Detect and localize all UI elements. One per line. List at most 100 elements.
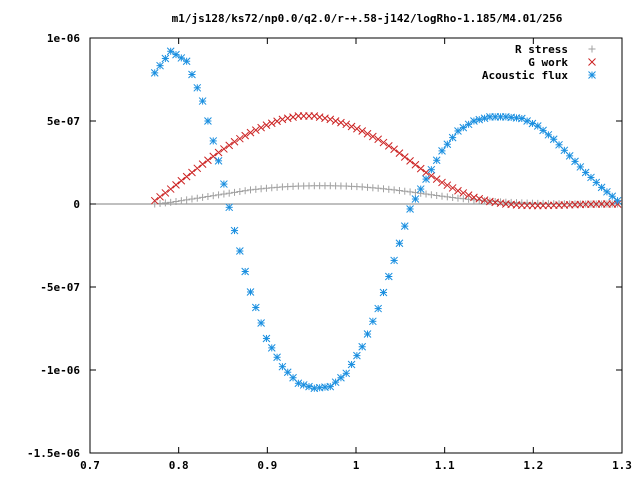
series-0-point [459,195,467,203]
series-2-point [400,222,409,230]
series-1-point [198,160,207,169]
series-1-point [246,128,255,137]
series-1-point [172,181,180,189]
series-2-point [299,381,308,389]
series-1-point [400,153,409,161]
series-0-point [449,194,457,202]
series-2-point [438,147,446,155]
series-1-point [257,123,265,132]
legend-marker [588,71,596,79]
series-2-point [358,342,367,351]
series-1-point [225,141,234,150]
series-2-point [177,54,186,62]
series-1-point [395,149,404,157]
series-0-point [433,191,441,199]
series-0-point [454,194,462,202]
series-2-point [150,69,159,77]
series-0-point [385,185,393,193]
series-1-point [459,189,468,197]
series-1-point [416,164,425,173]
series-2-point [608,192,617,201]
series-1-point [156,192,164,201]
series-1-point [438,178,446,187]
series-1-point [406,156,414,165]
series-1-point [214,148,223,157]
y-tick-label: -1.5e-06 [27,447,80,460]
series-2-point [337,373,345,382]
series-2-point [539,126,547,135]
series-1-point [379,138,388,147]
series-2-point [411,195,420,203]
x-tick-label: 1.2 [523,459,543,472]
series-2-point [198,97,207,105]
series-0-point [427,191,435,199]
series-1-point [331,117,340,125]
series-2-point [161,54,170,63]
series-0-point [199,193,207,201]
series-2-point [331,378,340,387]
series-2-point [214,156,223,165]
y-tick-label: -1e-06 [40,364,80,377]
series-2-point [603,187,611,196]
series-0-point [209,192,217,200]
series-0-point [188,195,196,203]
series-0-point [465,195,473,203]
x-tick-label: 0.7 [80,459,100,472]
series-2-point [172,50,180,59]
series-0-point [167,198,175,206]
series-1-point [177,176,186,185]
series-1-point [443,181,452,190]
series-1-point [193,164,202,173]
series-1-point [166,185,175,193]
series-1-point [326,115,335,124]
series-0-point [406,188,414,196]
series-0-point [161,199,169,207]
series-0-point [390,186,398,194]
series-2-point [251,303,260,312]
series-2-point [257,319,265,327]
x-tick-label: 1.3 [612,459,632,472]
series-2-point [241,267,250,276]
series-0-point [236,188,244,196]
series-2-point [613,196,622,205]
series-1-point [374,135,383,144]
series-0-point [183,196,191,204]
series-2-point [512,114,521,122]
series-2-point [225,203,234,212]
series-0-point [379,185,387,193]
y-tick-label: 0 [73,198,80,211]
series-2-point [597,183,606,192]
series-2-point [416,185,425,193]
ticks: 0.7 0.8 0.9 1 1.1 1.2 1.3 -1.5e-06 -1e-06 -5e-07 0… [27,32,632,472]
series-1-point [241,131,250,140]
series-0-point [395,187,403,195]
series-2-point [406,205,414,213]
series-2-point [448,133,457,142]
series-2-point [230,226,239,235]
series-2-point [326,382,335,391]
series-2-point [443,140,452,149]
series-1-point [427,171,436,180]
series-2-point [422,175,430,183]
series-1-point [368,132,377,141]
series-1-point [342,120,351,129]
series-1-point [267,119,276,128]
x-tick-label: 0.8 [169,459,189,472]
series-1-point [230,137,239,146]
y-tick-label: 5e-07 [47,115,80,128]
series-1-point [273,117,281,126]
x-tick-label: 1.1 [435,459,455,472]
series-1-point [432,175,441,183]
legend-label: R stress [515,43,568,56]
series-2-point [204,117,212,125]
series-2-point [347,360,356,369]
chart-title: m1/js128/ks72/np0.0/q2.0/r-+.58-j142/log… [172,12,563,25]
series-2-point [470,117,478,125]
series-1-point [411,160,420,169]
series-2-point [305,382,313,391]
series-1-point [448,184,457,192]
series-1-point [475,194,484,203]
series-0-point [220,190,228,198]
